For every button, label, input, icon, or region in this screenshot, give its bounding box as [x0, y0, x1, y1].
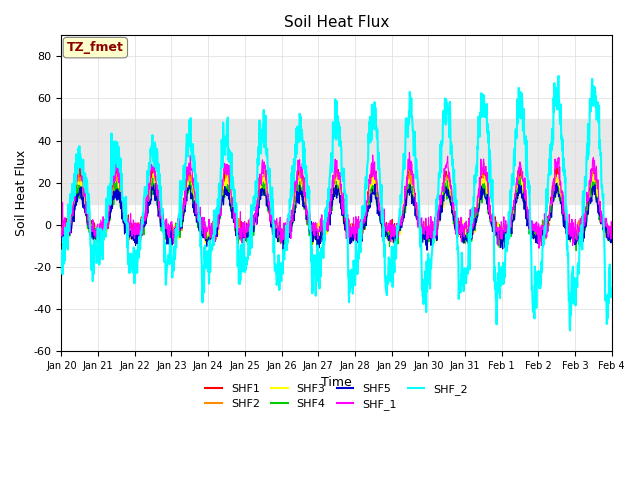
Title: Soil Heat Flux: Soil Heat Flux: [284, 15, 389, 30]
Bar: [61, 120, 612, 204]
X-axis label: Time: Time: [321, 376, 352, 389]
Legend: SHF1, SHF2, SHF3, SHF4, SHF5, SHF_1, SHF_2: SHF1, SHF2, SHF3, SHF4, SHF5, SHF_1, SHF…: [201, 379, 472, 415]
Text: TZ_fmet: TZ_fmet: [67, 41, 124, 54]
Y-axis label: Soil Heat Flux: Soil Heat Flux: [15, 150, 28, 236]
